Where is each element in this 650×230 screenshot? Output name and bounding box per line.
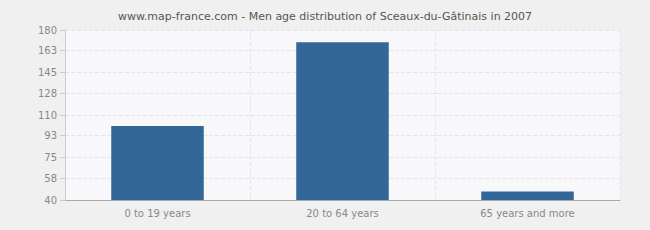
- svg-text:145: 145: [38, 67, 57, 78]
- svg-text:20 to 64 years: 20 to 64 years: [306, 208, 379, 219]
- svg-text:93: 93: [44, 130, 57, 141]
- svg-text:0 to 19 years: 0 to 19 years: [124, 208, 190, 219]
- svg-text:180: 180: [38, 25, 57, 36]
- svg-text:58: 58: [44, 173, 57, 184]
- svg-text:110: 110: [38, 110, 57, 121]
- svg-text:75: 75: [44, 152, 57, 163]
- svg-text:128: 128: [38, 88, 57, 99]
- svg-text:40: 40: [44, 195, 57, 206]
- svg-text:www.map-france.com - Men age d: www.map-france.com - Men age distributio…: [118, 10, 532, 23]
- svg-text:163: 163: [38, 45, 57, 56]
- svg-text:65 years and more: 65 years and more: [480, 208, 575, 219]
